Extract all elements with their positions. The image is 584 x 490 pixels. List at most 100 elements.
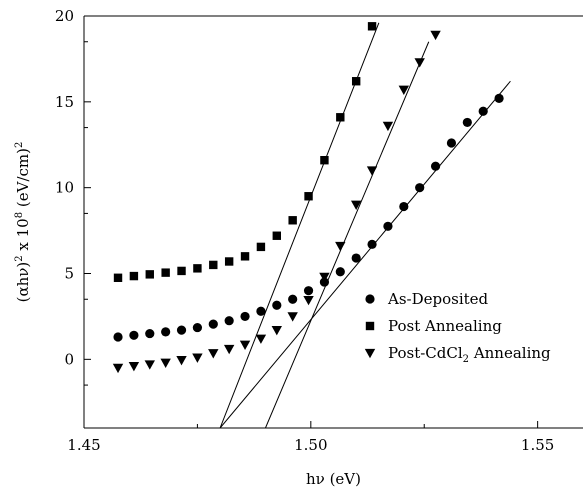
data-point-circle (129, 330, 139, 340)
data-point-square (272, 231, 281, 240)
post-cdcl2-fit (264, 41, 430, 428)
data-point-triangle-down (398, 85, 410, 96)
fit-lines (219, 22, 511, 428)
series-square (113, 22, 377, 282)
data-point-square (351, 77, 361, 86)
data-point-circle (113, 332, 123, 342)
data-point-circle (288, 294, 298, 304)
data-point-triangle-down (223, 344, 235, 355)
data-point-square (193, 264, 202, 273)
y-label-sup-a: 2 (14, 255, 25, 261)
series-triangle-down (112, 30, 441, 374)
legend-label: As-Deposited (387, 290, 489, 308)
data-point-square (113, 273, 123, 282)
data-point-circle (399, 201, 409, 212)
data-point-triangle-down (366, 166, 378, 176)
x-tick-label: 1.55 (521, 436, 554, 454)
as-deposited-fit (219, 80, 511, 428)
data-point-triangle-down (350, 200, 362, 211)
data-point-circle (272, 300, 282, 310)
data-point-triangle-down (176, 356, 187, 366)
data-point-circle (240, 311, 250, 322)
data-point-circle (192, 322, 203, 333)
legend-label-sub: 2 (463, 354, 469, 365)
y-tick-label: 10 (55, 179, 74, 197)
legend-label: Post-CdCl2 Annealing (388, 344, 551, 365)
data-point-circle (208, 319, 218, 329)
data-point-triangle-down (303, 295, 314, 306)
data-point-triangle-down (208, 349, 219, 359)
data-point-triangle-down (335, 241, 346, 252)
data-point-circle (335, 267, 345, 277)
data-point-square (320, 156, 329, 165)
data-point-triangle-down (319, 272, 330, 283)
data-point-circle (415, 183, 425, 193)
legend-marker-circle (365, 294, 375, 304)
data-point-square (129, 271, 139, 281)
data-point-circle (494, 93, 504, 103)
data-point-triangle-down (255, 334, 267, 344)
axes: 1.45 1.50 1.55 0 5 10 15 20 (55, 7, 583, 454)
data-point-circle (383, 221, 393, 231)
data-point-triangle-down (271, 325, 282, 336)
data-point-triangle-down (430, 30, 441, 41)
data-point-square (145, 270, 154, 279)
data-point-square (161, 268, 170, 277)
data-point-triangle-down (128, 362, 140, 372)
data-point-triangle-down (192, 353, 203, 363)
data-point-circle (303, 286, 314, 296)
y-tick-label: 5 (64, 265, 74, 283)
data-point-triangle-down (144, 360, 155, 370)
y-label-sup-c: 2 (14, 142, 25, 148)
data-point-square (288, 216, 297, 225)
data-point-square (177, 266, 186, 276)
data-point-triangle-down (414, 58, 425, 68)
data-point-circle (145, 328, 155, 339)
y-label-part-e: (eV/cm) (14, 148, 32, 212)
y-tick-label: 15 (55, 93, 74, 111)
x-tick-label: 1.45 (67, 436, 100, 454)
y-label-part-a: (αhν) (14, 262, 32, 303)
data-point-triangle-down (160, 358, 171, 368)
x-axis-label: hν (eV) (306, 470, 361, 488)
legend: As-Deposited Post Annealing Post-CdCl2 Ann… (364, 290, 551, 365)
x-tick-label: 1.50 (294, 436, 327, 454)
legend-label-part: Post-CdCl (388, 344, 463, 362)
data-point-circle (256, 306, 266, 316)
data-point-circle (367, 239, 377, 249)
data-point-square (304, 192, 313, 201)
data-point-triangle-down (287, 312, 298, 322)
y-label-part-c: x 10 (14, 218, 32, 255)
data-point-square (367, 22, 377, 31)
data-point-circle (176, 325, 187, 335)
data-point-circle (462, 117, 472, 128)
legend-item: Post-CdCl2 Annealing (364, 344, 551, 365)
data-point-square (209, 260, 218, 270)
y-tick-label: 0 (64, 350, 74, 368)
y-label-sup-b: 8 (14, 212, 25, 218)
y-tick-label: 20 (55, 7, 74, 25)
data-point-triangle-down (239, 340, 251, 350)
data-point-triangle-down (112, 363, 124, 374)
legend-label-part: Annealing (469, 344, 551, 362)
data-point-square (256, 242, 266, 252)
legend-marker-square (365, 321, 375, 331)
data-point-square (224, 257, 234, 266)
legend-marker-triangle-down (364, 348, 376, 359)
data-point-triangle-down (382, 121, 394, 132)
data-point-circle (478, 106, 488, 116)
legend-label: Post Annealing (388, 317, 502, 335)
data-point-circle (446, 138, 457, 148)
data-point-square (336, 113, 345, 122)
data-point-circle (351, 253, 361, 263)
y-axis-label: (αhν)2 x 108 (eV/cm)2 (14, 142, 32, 303)
data-point-circle (430, 161, 441, 171)
data-point-circle (161, 327, 171, 337)
legend-item: As-Deposited (365, 290, 489, 308)
data-point-square (240, 252, 250, 261)
legend-item: Post Annealing (365, 317, 502, 335)
markers (112, 22, 504, 374)
post-annealing-fit (219, 22, 380, 428)
data-point-circle (224, 316, 234, 326)
